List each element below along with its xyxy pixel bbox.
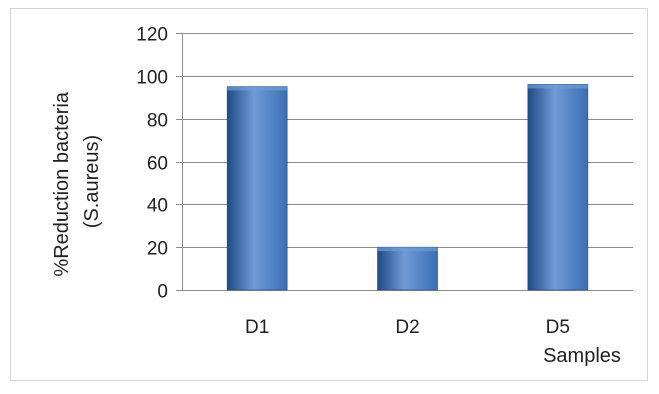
- y-axis-title: %Reduction bacteria (S.aureus): [51, 86, 103, 276]
- x-tick-layer: D1 D2 D5: [245, 317, 570, 338]
- y-axis-title-line-2: (S.aureus): [81, 135, 103, 228]
- bar-cap-d5: [527, 84, 588, 89]
- bar-layer: [226, 84, 589, 291]
- y-tick-label: 20: [147, 239, 168, 260]
- bar-d2: [377, 246, 438, 291]
- x-axis-title: Samples: [543, 345, 621, 367]
- y-tick-label: 120: [136, 25, 168, 46]
- y-axis-title-line-1: %Reduction bacteria: [51, 91, 73, 276]
- x-tick-label: D5: [546, 317, 570, 338]
- x-tick-label: D1: [245, 317, 269, 338]
- bar-d5: [527, 84, 589, 291]
- y-tick-label: 0: [157, 282, 168, 303]
- x-tick-label: D2: [395, 317, 419, 338]
- y-tick-label: 40: [147, 196, 168, 217]
- y-tick-label: 100: [136, 68, 168, 89]
- bar-cap-d2: [377, 247, 438, 252]
- y-tick-label: 80: [147, 111, 168, 132]
- y-tick-layer: 0 20 40 60 80 100 120: [136, 25, 168, 303]
- y-tick-label: 60: [147, 154, 168, 175]
- bar-d1: [226, 86, 288, 291]
- bar-cap-d1: [227, 86, 288, 91]
